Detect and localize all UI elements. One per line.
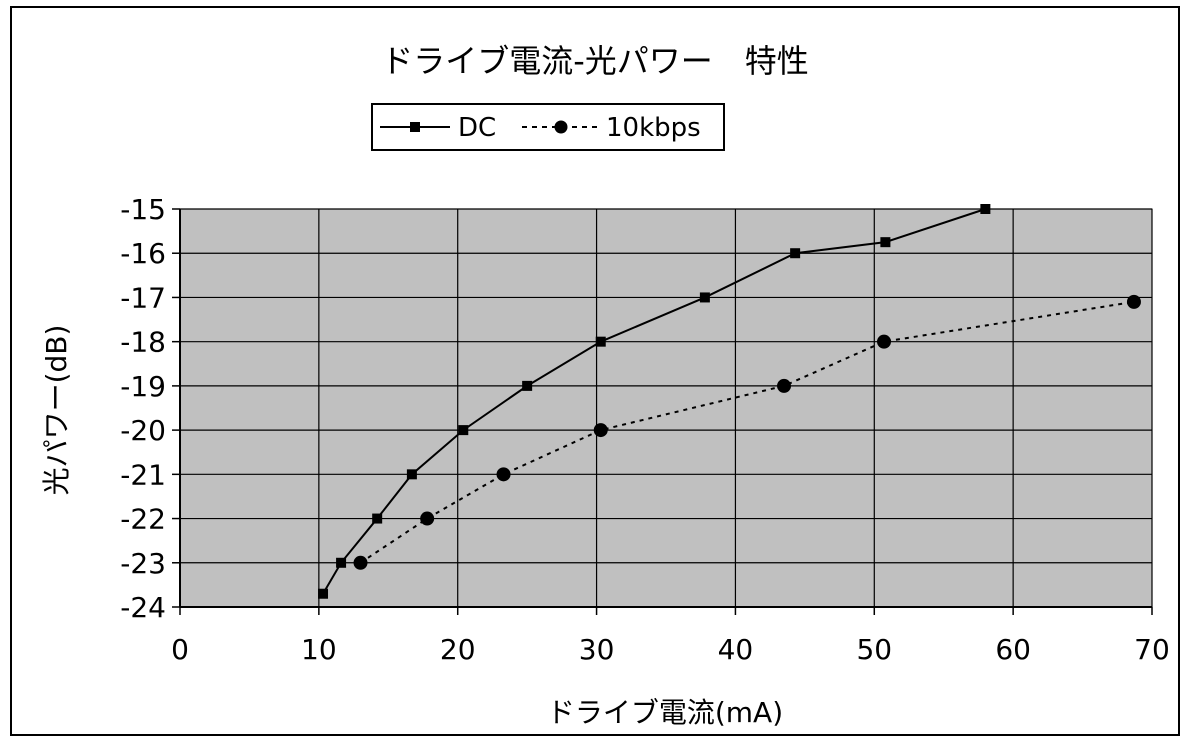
legend-10kbps-label: 10kbps [606,113,701,143]
chart-title: ドライブ電流-光パワー 特性 [381,42,809,80]
series-dc-point [880,237,891,248]
series [318,204,1141,599]
series-dc-point [318,588,329,599]
x-tick-label: 20 [440,633,476,666]
series-10kbps-point [353,555,368,570]
series-10kbps-point [496,467,511,482]
x-tick-label: 70 [1134,633,1170,666]
y-tick-label: -22 [120,503,166,536]
y-tick-label: -17 [120,281,166,314]
legend-dc-label: DC [458,113,496,143]
y-tick-label: -20 [120,414,166,447]
series-dc-point [595,336,606,347]
legend-10kbps-marker [554,120,568,134]
series-dc-point [372,513,383,524]
x-tick-label: 10 [301,633,337,666]
series-dc-point [406,469,417,480]
y-tick-label: -21 [120,458,166,491]
legend-dc-marker [410,122,420,132]
y-tick-label: -24 [120,591,166,624]
x-tick-label: 40 [718,633,754,666]
y-tick-label: -15 [120,193,166,226]
y-tick-label: -16 [120,237,166,270]
x-axis-title: ドライブ電流(mA) [547,696,783,729]
series-dc-point [790,248,801,259]
series-dc-point [458,425,469,436]
series-10kbps-point [593,423,608,438]
plot-area [179,208,1153,608]
y-axis-title: 光パワー(dB) [40,325,73,496]
x-tick-label: 0 [171,633,189,666]
axes: -15 -16 -17 -18 -19 -20 -21 -22 -23 -240 10 20 30 40 5… [120,193,1170,666]
series-dc-point [980,204,991,214]
y-tick-label: -23 [120,547,166,580]
series-10kbps-point [877,334,892,349]
series-10kbps-point [420,511,435,526]
series-dc-point [336,557,347,568]
series-dc-point [699,292,710,303]
x-tick-label: 60 [995,633,1031,666]
x-tick-label: 30 [579,633,615,666]
x-tick-label: 50 [856,633,892,666]
legend: DC 10kbps [371,103,725,151]
y-tick-label: -18 [120,326,166,359]
y-tick-label: -19 [120,370,166,403]
series-10kbps-point [1126,294,1141,309]
series-10kbps-point [777,378,792,393]
series-dc-point [522,380,533,391]
